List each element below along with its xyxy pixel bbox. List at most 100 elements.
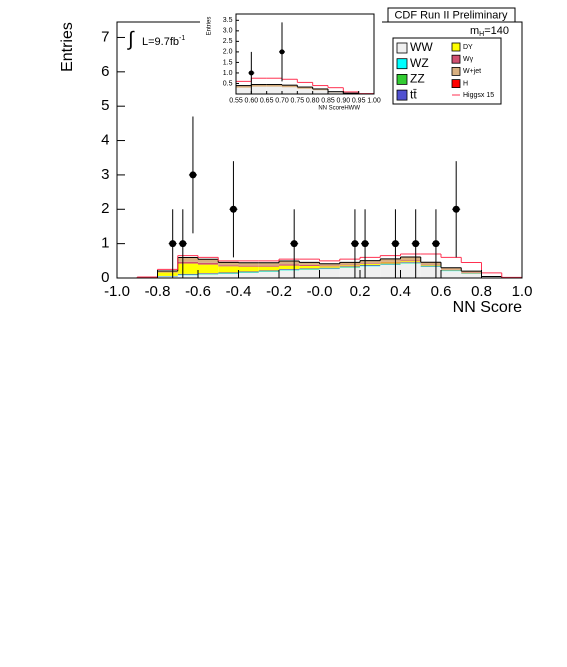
stack-segment [360, 266, 381, 278]
stack-segment [299, 264, 320, 266]
stack-segment [360, 260, 381, 264]
data-point [279, 49, 285, 55]
stack-segment [218, 272, 239, 274]
stack-segment [177, 263, 198, 274]
stack-segment [258, 271, 279, 278]
x-tick-label: 0.70 [275, 97, 289, 104]
stack-segment [380, 262, 401, 264]
stack-segment [312, 88, 328, 91]
x-tick-label: 0.85 [321, 97, 335, 104]
legend-label: WW [410, 40, 433, 54]
stack-segment [198, 259, 219, 263]
stack-segment [299, 269, 320, 278]
stack-segment [266, 86, 282, 94]
data-point [169, 240, 177, 248]
stack-segment [380, 263, 401, 265]
data-point [452, 205, 460, 213]
stack-segment [282, 85, 298, 88]
legend-box [392, 37, 502, 105]
stack-segment [157, 272, 178, 276]
integral-sign: ∫ [127, 28, 135, 50]
stack-segment [258, 270, 279, 272]
y-tick-label: 1.0 [223, 70, 233, 77]
y-tick-label: 0.5 [223, 80, 233, 87]
stack-segment [238, 272, 259, 278]
stack-segment [400, 262, 421, 263]
stack-segment [177, 257, 198, 262]
stack-segment [461, 271, 482, 273]
stack-segment [400, 261, 421, 263]
legend-label: Wγ [463, 56, 474, 63]
stack-segment [251, 84, 267, 87]
stack-segment [177, 273, 198, 275]
inset-plot: 0.55 0.60 0.65 0.70 0.75 0.80 0.85 0.90 0.95 1.00… [200, 10, 382, 112]
stack-segment [380, 261, 401, 263]
frame [235, 13, 375, 95]
y-tick-label: 0 [101, 269, 109, 286]
stack-segment [328, 92, 344, 94]
x-tick-label: 0.6 [431, 283, 452, 300]
x-tick-label: 0.75 [291, 97, 305, 104]
x-axis-label: NN ScoreHWW [318, 106, 360, 112]
stack-segment [339, 266, 360, 268]
y-tick-label: 6 [101, 63, 109, 80]
stack-segment [198, 273, 219, 274]
stack-segment [299, 262, 320, 265]
legend-label: H [463, 80, 468, 87]
stack-segment [299, 265, 320, 269]
stack-segment [279, 261, 300, 265]
stack-segment [319, 263, 340, 266]
y-tick-label: 7 [101, 28, 109, 45]
y-tick-label: 4 [101, 132, 109, 149]
stack-segment [461, 273, 482, 278]
x-tick-label: 0.4 [390, 283, 411, 300]
x-tick-label: 0.65 [260, 97, 274, 104]
x-tick-label: -0.4 [226, 283, 252, 300]
stack-segment [251, 86, 267, 94]
chart-title: CDF Run II Preliminary [394, 9, 508, 21]
legend-label: ZZ [410, 72, 425, 86]
stack-segment [218, 266, 239, 273]
stack-segment [441, 268, 462, 270]
plot-area [236, 14, 374, 94]
legend-swatch [396, 74, 408, 85]
stack-segment [238, 262, 259, 266]
data-point [351, 240, 359, 248]
stack-segment [279, 265, 300, 270]
stack-segment [258, 262, 279, 266]
mass-sub: H [479, 31, 484, 38]
stack-segment [400, 257, 421, 261]
stack-segment [236, 85, 252, 88]
stack-segment [177, 275, 198, 278]
x-tick-label: -0.6 [185, 283, 211, 300]
stack-segment [400, 260, 421, 262]
stack-segment [282, 87, 298, 94]
mass-text: m [470, 25, 479, 37]
x-tick-label: 0.80 [306, 97, 320, 104]
stack-segment [218, 273, 239, 278]
legend-swatch [451, 54, 461, 64]
y-axis-label: Entries [207, 17, 213, 36]
stack-segment [279, 264, 300, 266]
stack-segment [279, 269, 300, 270]
stack-segment [319, 266, 340, 268]
legend-swatch [451, 67, 461, 76]
stack-segment [420, 265, 441, 267]
data-point [432, 240, 440, 248]
y-tick-label: 3.0 [223, 28, 233, 35]
legend-swatch [396, 58, 408, 70]
stack-segment [339, 267, 360, 278]
stack-segment [258, 265, 279, 267]
legend-label: DY [463, 44, 473, 51]
stack-segment [236, 87, 252, 94]
y-tick-label: 2.0 [223, 49, 233, 56]
data-point [412, 240, 420, 248]
stack-segment [360, 263, 381, 264]
x-tick-label: 1.0 [512, 283, 533, 300]
legend-swatch [451, 79, 461, 88]
stack-segment [218, 265, 239, 267]
data-point [179, 240, 187, 248]
stack-segment [339, 265, 360, 267]
y-tick-label: 1.5 [223, 59, 233, 66]
